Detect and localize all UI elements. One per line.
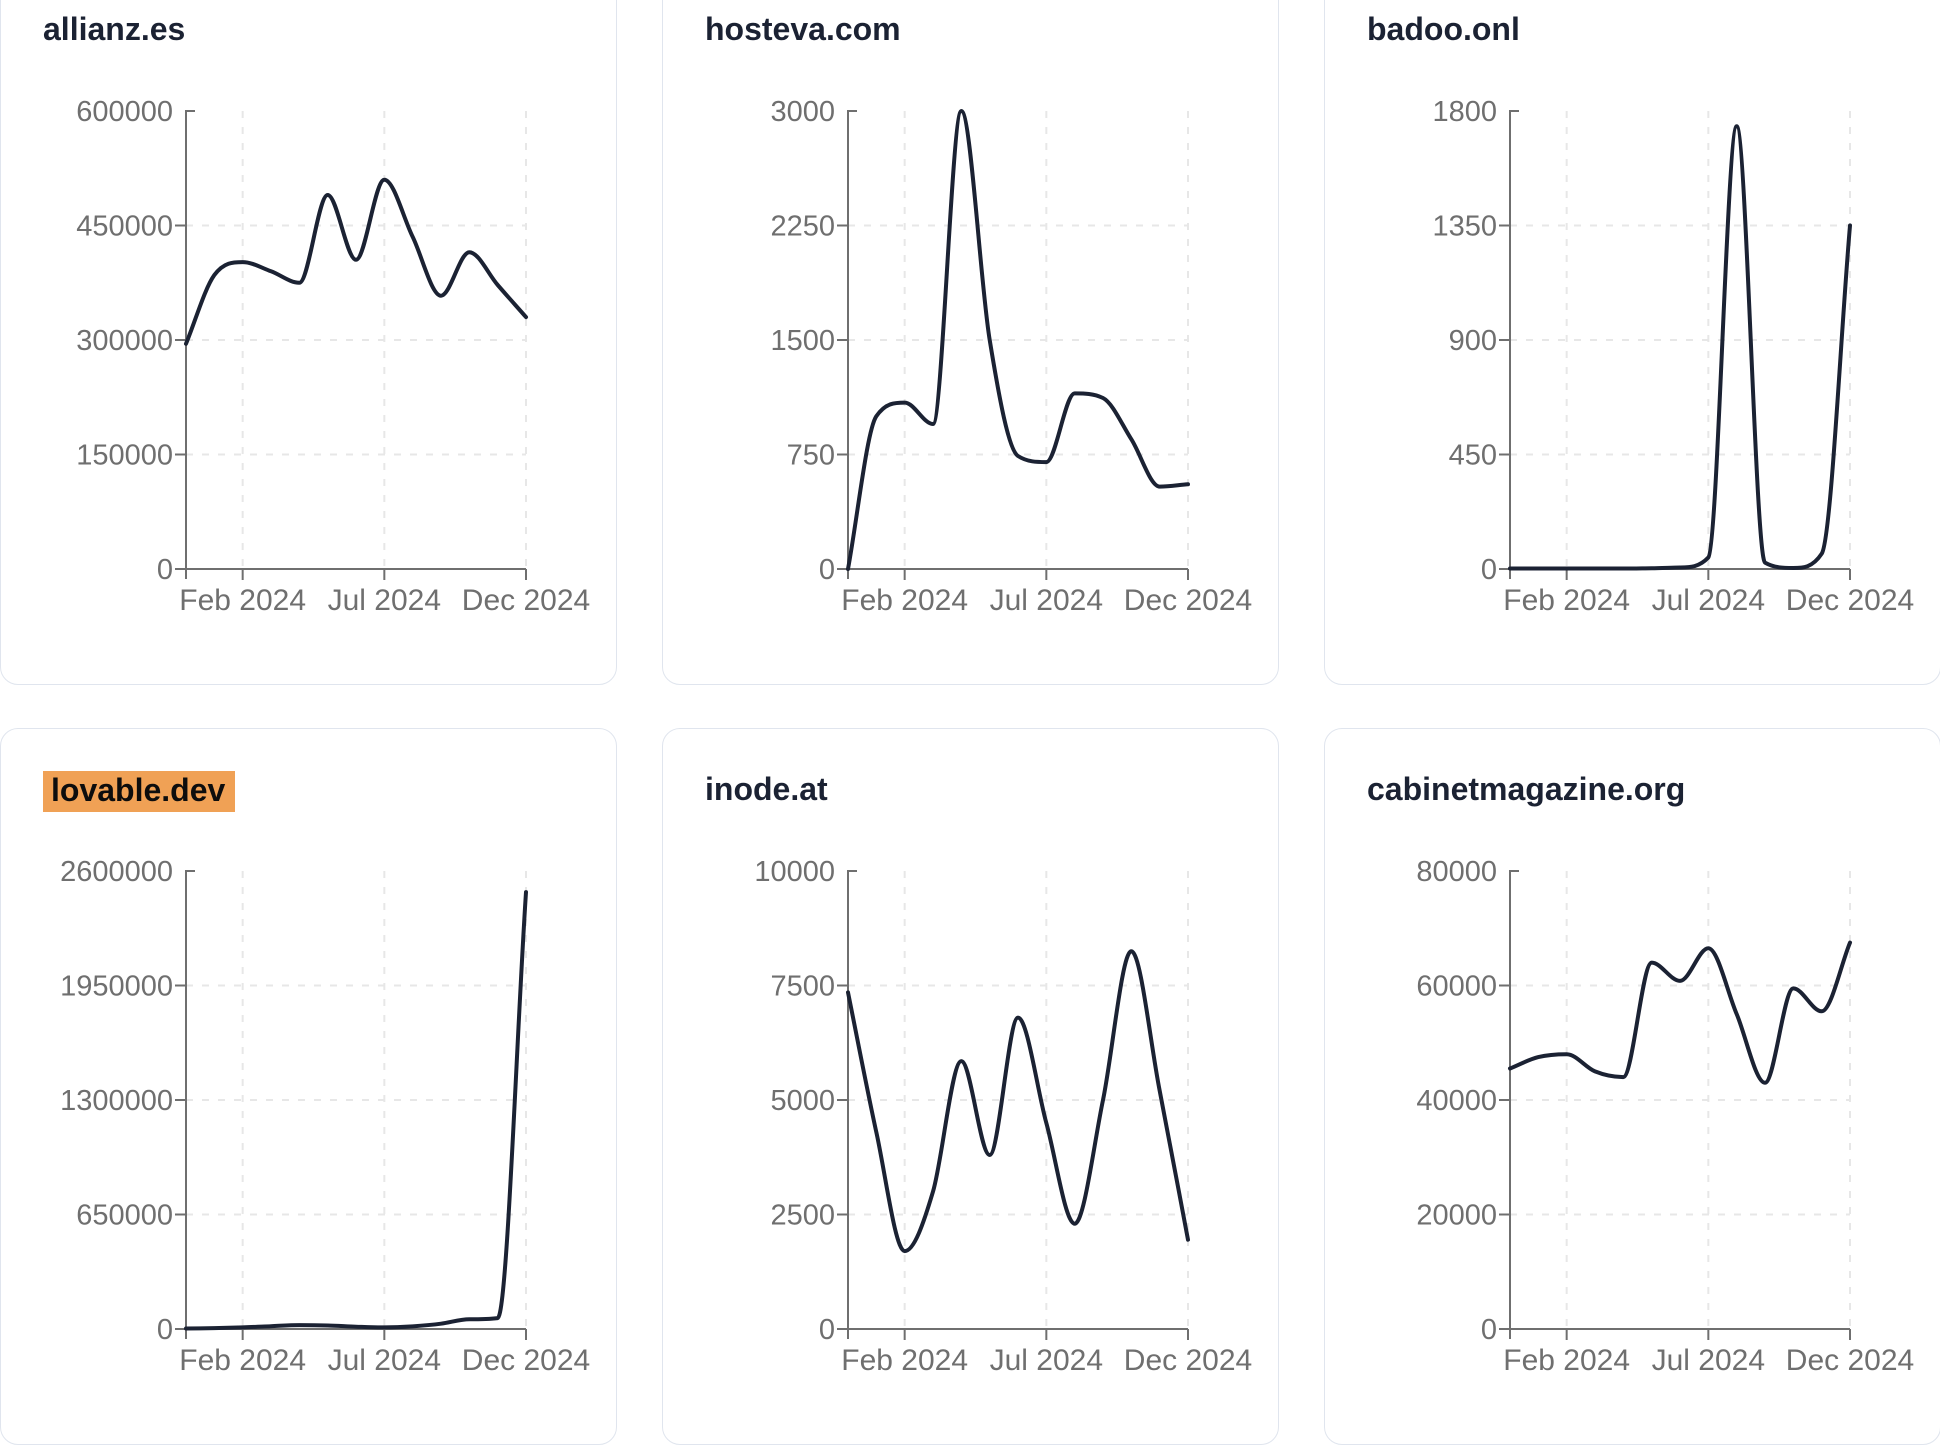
domain-title-text: inode.at [705,771,828,807]
trend-line [184,177,528,346]
x-tick-label: Dec 2024 [1786,584,1914,617]
domain-title-text: lovable.dev [43,771,236,812]
y-tick-label: 20000 [1416,1200,1497,1232]
y-tick-label: 2600000 [60,856,173,888]
trend-line [846,109,1190,571]
y-tick-label: 0 [819,1314,835,1346]
y-tick-label: 0 [157,1314,173,1346]
domain-chart-card[interactable]: cabinetmagazine.org 0 20000 40000 60000 8000… [1324,728,1940,1445]
y-axis [185,870,195,1339]
domain-title: lovable.dev [43,771,236,812]
traffic-line-chart: 0 2500 5000 7500 10000 Feb 2024 Jul 2024 Dec 20… [754,856,1252,1377]
traffic-line-chart: 0 650000 1300000 1950000 2600000 Feb 2024 Jul … [60,856,590,1377]
y-tick-label: 40000 [1416,1085,1497,1117]
y-axis [1509,870,1519,1339]
traffic-line-chart: 0 150000 300000 450000 600000 Feb 2024 Jul 202… [76,96,590,617]
y-axis [1509,110,1519,579]
domain-title-text: hosteva.com [705,11,901,47]
x-tick-label: Dec 2024 [462,584,590,617]
x-tick-label: Jul 2024 [328,1344,441,1377]
domain-title-text: cabinetmagazine.org [1367,771,1686,807]
y-tick-label: 450000 [76,211,173,243]
trend-line [1508,940,1852,1085]
y-tick-label: 0 [157,554,173,586]
domain-chart-card[interactable]: inode.at 0 2500 5000 7500 10000 Feb 2024 Jul 2… [662,728,1279,1445]
x-tick-label: Jul 2024 [990,1344,1103,1377]
x-tick-label: Jul 2024 [990,584,1103,617]
y-tick-label: 0 [1481,554,1497,586]
y-tick-label: 300000 [76,325,173,357]
domain-chart-card[interactable]: hosteva.com 0 750 1500 2250 3000 Feb 2024 Jul … [662,0,1279,685]
x-tick-label: Feb 2024 [841,584,968,617]
y-axis [185,110,195,579]
y-tick-label: 1500 [770,325,835,357]
y-tick-label: 650000 [76,1200,173,1232]
y-tick-label: 750 [787,440,835,472]
y-tick-label: 1350 [1432,211,1497,243]
x-tick-label: Dec 2024 [462,1344,590,1377]
y-axis [847,110,857,579]
domain-title: inode.at [705,771,828,808]
trend-line [1508,124,1852,571]
traffic-line-chart: 0 20000 40000 60000 80000 Feb 2024 Jul 2024 Dec… [1416,856,1914,1377]
domain-chart-card[interactable]: allianz.es 0 150000 300000 450000 600000 Feb … [0,0,617,685]
y-tick-label: 80000 [1416,856,1497,888]
traffic-line-chart: 0 750 1500 2250 3000 Feb 2024 Jul 2024 Dec 2024 [770,96,1252,617]
y-tick-label: 60000 [1416,971,1497,1003]
y-tick-label: 7500 [770,971,835,1003]
domain-title: cabinetmagazine.org [1367,771,1685,808]
trend-line [184,890,528,1331]
x-tick-label: Dec 2024 [1786,1344,1914,1377]
y-tick-label: 900 [1449,325,1497,357]
x-tick-label: Dec 2024 [1124,1344,1252,1377]
y-tick-label: 150000 [76,440,173,472]
domain-title: allianz.es [43,11,185,48]
y-axis [847,870,857,1339]
y-tick-label: 1300000 [60,1085,173,1117]
domain-title-text: allianz.es [43,11,186,47]
traffic-line-chart: 0 450 900 1350 1800 Feb 2024 Jul 2024 Dec 2024 [1432,96,1914,617]
x-tick-label: Dec 2024 [1124,584,1252,617]
y-tick-label: 1950000 [60,971,173,1003]
y-tick-label: 0 [1481,1314,1497,1346]
x-tick-label: Feb 2024 [179,1344,306,1377]
y-tick-label: 2500 [770,1200,835,1232]
y-tick-label: 10000 [754,856,835,888]
x-tick-label: Jul 2024 [328,584,441,617]
x-tick-label: Feb 2024 [1503,584,1630,617]
trend-line [846,949,1190,1254]
y-tick-label: 5000 [770,1085,835,1117]
domain-title: badoo.onl [1367,11,1520,48]
domain-title: hosteva.com [705,11,901,48]
y-tick-label: 3000 [770,96,835,128]
x-tick-label: Jul 2024 [1652,1344,1765,1377]
x-tick-label: Feb 2024 [1503,1344,1630,1377]
y-tick-label: 2250 [770,211,835,243]
x-tick-label: Jul 2024 [1652,584,1765,617]
domain-chart-card[interactable]: badoo.onl 0 450 900 1350 1800 Feb 2024 Jul 202… [1324,0,1940,685]
y-tick-label: 600000 [76,96,173,128]
x-tick-label: Feb 2024 [841,1344,968,1377]
domain-title-text: badoo.onl [1367,11,1520,47]
x-tick-label: Feb 2024 [179,584,306,617]
y-tick-label: 450 [1449,440,1497,472]
y-tick-label: 0 [819,554,835,586]
y-tick-label: 1800 [1432,96,1497,128]
domain-chart-card[interactable]: lovable.dev 0 650000 1300000 1950000 2600000… [0,728,617,1445]
